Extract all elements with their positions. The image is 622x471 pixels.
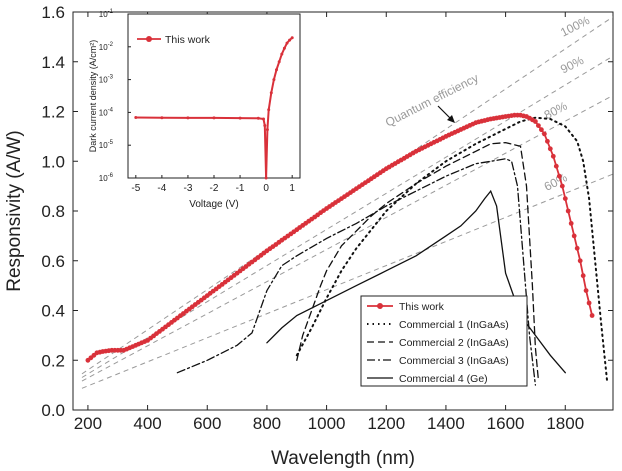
legend-entry: Commercial 4 (Ge)	[399, 373, 488, 385]
y-tick-label: 0.6	[41, 252, 65, 271]
inset-y-tick-exponent: -1	[108, 9, 114, 15]
inset-x-tick-label: -3	[183, 183, 192, 194]
series-group	[85, 112, 608, 386]
inset-point	[134, 116, 138, 119]
y-tick-label: 0.0	[41, 401, 65, 420]
this-work-point	[536, 123, 541, 128]
inset-y-tick-exponent: -6	[108, 173, 114, 179]
inset-legend-entry: This work	[165, 34, 211, 46]
inset-x-tick-label: 0	[263, 183, 269, 194]
inset-point	[280, 52, 284, 56]
this-work-point	[539, 127, 544, 133]
inset-point	[290, 36, 294, 40]
x-tick-label: 1400	[427, 414, 465, 433]
this-work-point	[533, 119, 538, 124]
this-work-point	[556, 173, 562, 179]
inset-x-axis-label: Voltage (V)	[189, 199, 238, 210]
this-work-point	[542, 131, 547, 137]
annotation-arrow	[437, 105, 452, 120]
inset-y-tick-label: 10-1	[99, 9, 114, 19]
inset-point	[186, 116, 190, 120]
x-tick-label: 1000	[308, 414, 346, 433]
annotation-arrow-head	[447, 115, 455, 123]
this-work-point	[589, 313, 595, 318]
reference-line	[81, 94, 613, 382]
inset-y-tick-exponent: -5	[108, 140, 114, 146]
inset-point	[256, 116, 260, 120]
this-work-point	[550, 153, 556, 159]
this-work-point	[568, 221, 574, 226]
y-tick-label: 0.8	[41, 202, 65, 221]
inset-point	[262, 117, 265, 121]
x-tick-label: 1200	[367, 414, 405, 433]
x-tick-label: 600	[193, 414, 221, 433]
inset-y-tick-label: 10-4	[99, 107, 114, 117]
legend-box	[360, 295, 528, 387]
series-line-4	[176, 158, 537, 386]
inset-point	[275, 68, 278, 72]
this-work-point	[586, 300, 592, 306]
inset-point	[238, 116, 242, 120]
y-tick-label: 1.6	[41, 3, 65, 22]
reference-line	[81, 173, 613, 389]
inset-point	[264, 176, 268, 180]
inset-y-tick-exponent: -2	[108, 42, 114, 48]
inset-point	[267, 108, 271, 112]
inset-point	[285, 41, 289, 45]
this-work-point	[553, 163, 559, 169]
inset-y-tick-exponent: -3	[108, 75, 114, 81]
legend-entry: This work	[399, 301, 445, 313]
inset-x-tick-label: -5	[131, 183, 140, 194]
inset-x-tick-label: -4	[157, 183, 166, 194]
this-work-point	[580, 273, 586, 279]
legend-marker	[377, 303, 383, 309]
legend-entry: Commercial 2 (InGaAs)	[399, 337, 509, 349]
inset-point	[272, 78, 276, 82]
inset-y-axis-label: Dark current density (A/cm²)	[88, 40, 98, 153]
inset-y-tick-exponent: -4	[108, 107, 114, 113]
inset-point	[269, 91, 273, 95]
y-tick-label: 0.4	[41, 302, 65, 321]
inset-legend-marker	[146, 36, 152, 42]
series-line-2	[295, 116, 608, 382]
this-work-point	[583, 288, 589, 293]
inset-point	[263, 124, 267, 127]
this-work-point	[547, 146, 553, 152]
y-tick-label: 0.2	[41, 351, 65, 370]
this-work-point	[577, 258, 583, 264]
inset-point	[288, 38, 292, 42]
legend-entry: Commercial 3 (InGaAs)	[399, 355, 509, 367]
this-work-point	[574, 245, 580, 251]
inset-point	[282, 46, 286, 50]
inset-x-tick-label: 1	[289, 183, 295, 194]
x-axis-label: Wavelength (nm)	[271, 448, 415, 469]
this-work-point	[562, 196, 568, 202]
x-tick-label: 400	[133, 414, 161, 433]
inset-point	[265, 128, 269, 132]
inset-point	[277, 60, 281, 64]
this-work-point	[545, 138, 550, 144]
legend-entry: Commercial 1 (InGaAs)	[399, 319, 509, 331]
x-tick-label: 800	[253, 414, 281, 433]
inset-x-tick-label: -2	[210, 183, 219, 194]
y-tick-label: 1.0	[41, 152, 65, 171]
x-tick-label: 200	[74, 414, 102, 433]
this-work-point	[571, 233, 577, 239]
this-work-point	[559, 183, 565, 189]
y-tick-label: 1.2	[41, 103, 65, 122]
inset-y-tick-label: 10-2	[99, 42, 114, 52]
y-axis-label: Responsivity (A/W)	[4, 130, 25, 292]
inset-y-tick-label: 10-3	[99, 75, 114, 85]
inset-y-tick-label: 10-5	[99, 140, 114, 150]
inset-x-tick-label: -1	[236, 183, 245, 194]
x-tick-label: 1800	[546, 414, 584, 433]
this-work-point	[565, 208, 571, 214]
y-tick-label: 1.4	[41, 53, 65, 72]
inset-point	[212, 116, 216, 120]
inset-y-tick-label: 10-6	[99, 173, 114, 183]
x-tick-label: 1600	[487, 414, 525, 433]
inset-point	[160, 116, 164, 120]
